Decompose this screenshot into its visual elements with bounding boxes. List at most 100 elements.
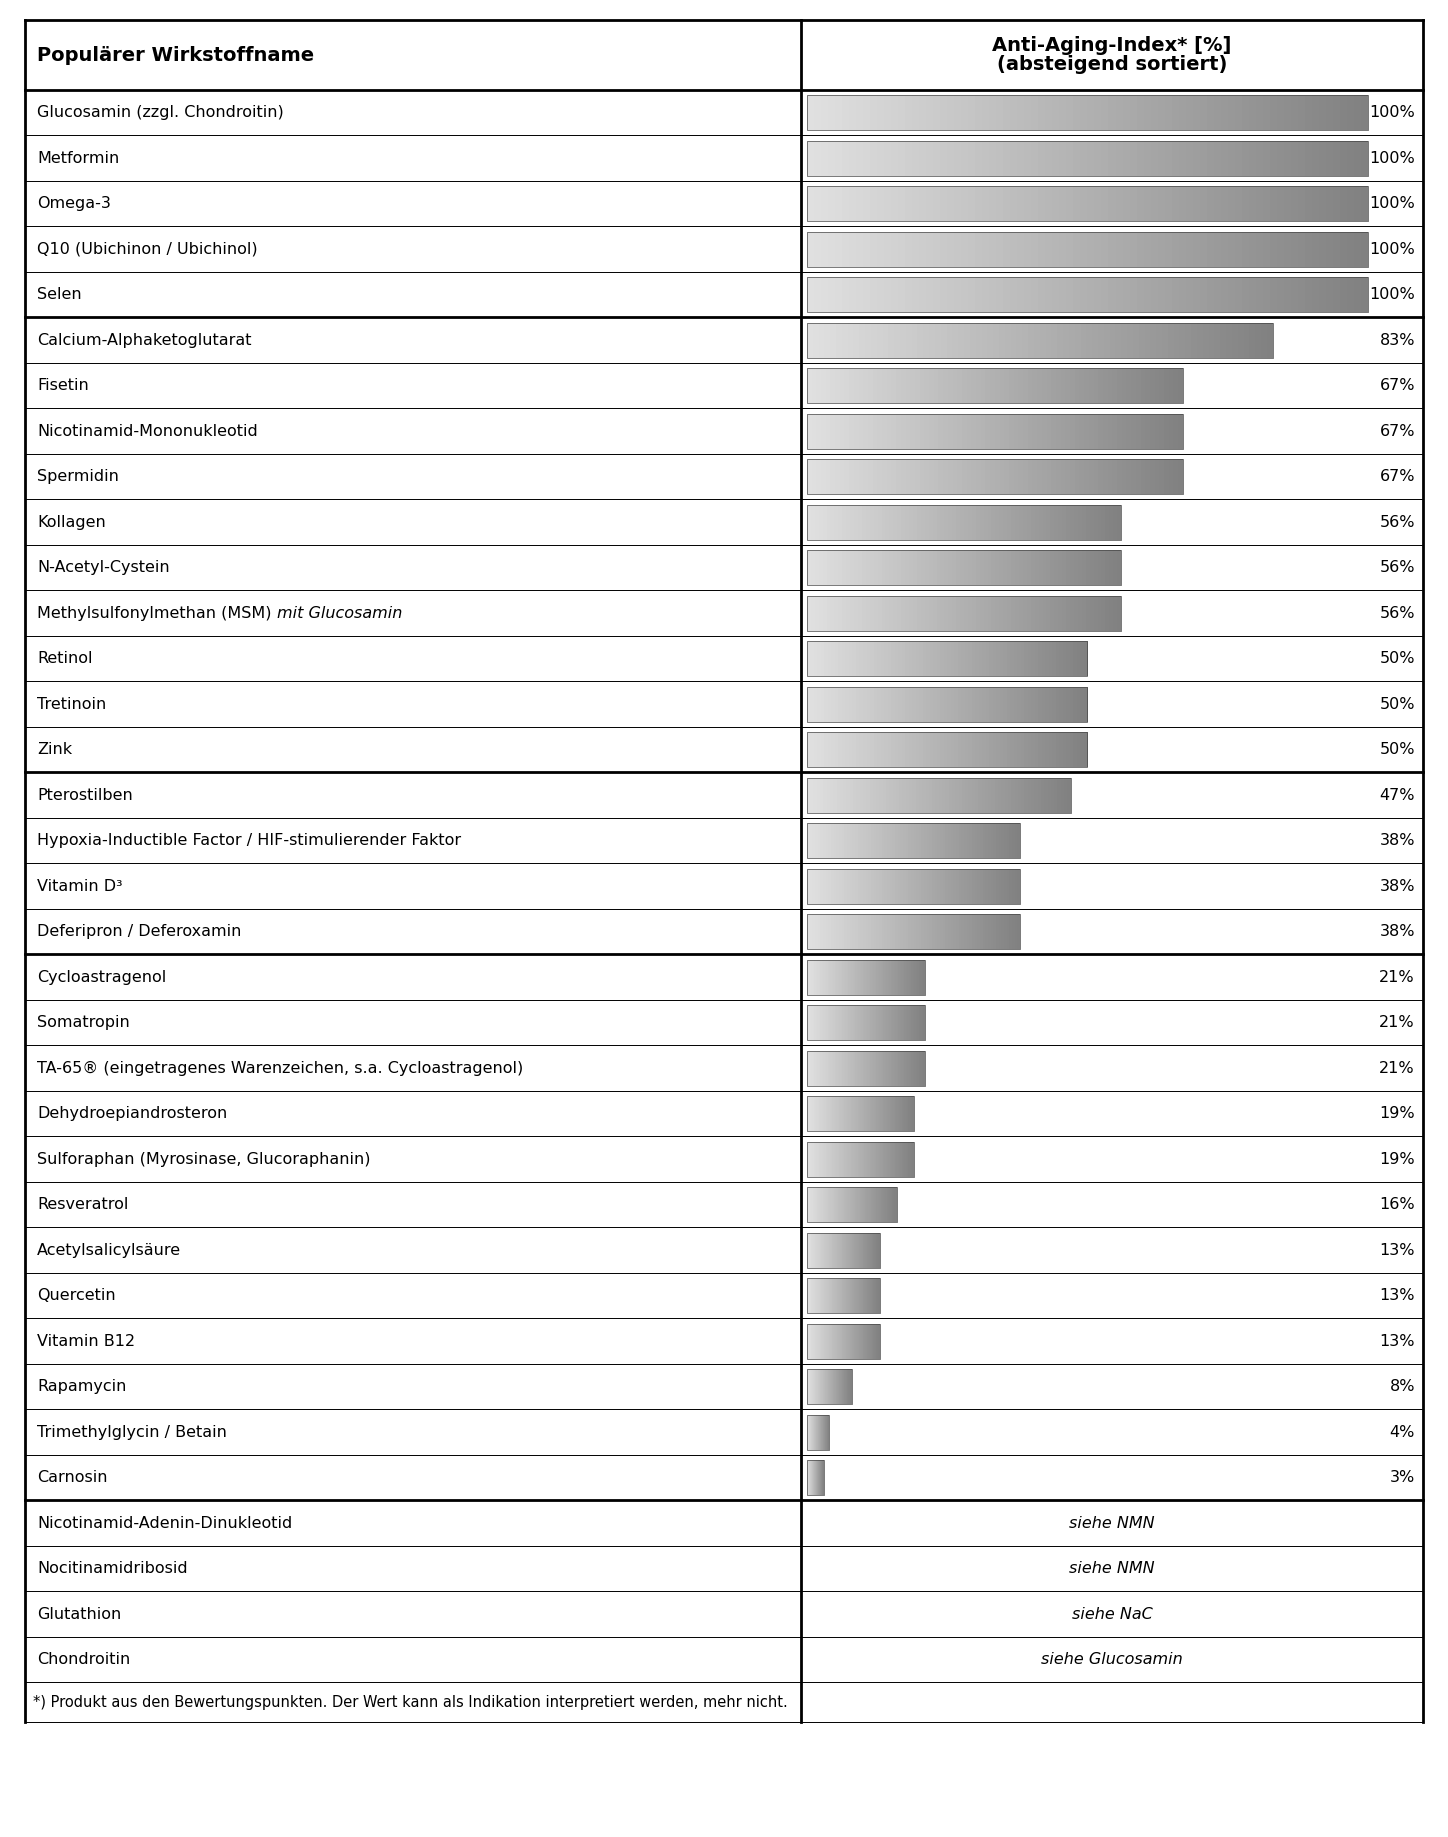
Bar [834, 595, 838, 630]
Bar [948, 551, 953, 584]
Bar [880, 961, 882, 994]
Bar [869, 915, 870, 950]
Text: Glucosamin (zzgl. Chondroitin): Glucosamin (zzgl. Chondroitin) [38, 105, 284, 119]
Bar [1003, 187, 1011, 220]
Bar [827, 595, 831, 630]
Bar [1129, 231, 1137, 266]
Bar [870, 141, 877, 176]
Bar [1221, 277, 1228, 312]
Bar [919, 869, 921, 904]
Bar [969, 187, 976, 220]
Bar [1115, 141, 1122, 176]
Bar [898, 277, 905, 312]
Bar [1028, 687, 1031, 722]
Bar [912, 505, 917, 540]
Bar [1109, 595, 1114, 630]
Bar [807, 231, 814, 266]
Bar [917, 869, 919, 904]
Bar [1066, 187, 1073, 220]
Bar [1038, 551, 1043, 584]
Bar [846, 733, 849, 768]
Bar [901, 505, 905, 540]
Bar [1045, 141, 1053, 176]
Bar [824, 323, 830, 358]
Bar [948, 413, 953, 448]
Bar [967, 551, 972, 584]
Bar [864, 961, 866, 994]
Bar [1087, 231, 1095, 266]
Bar [811, 413, 817, 448]
Bar [964, 823, 967, 858]
Bar [947, 231, 954, 266]
Bar [967, 595, 972, 630]
Bar [1019, 551, 1024, 584]
Bar [1235, 187, 1242, 220]
Bar [1003, 141, 1011, 176]
Bar [996, 823, 999, 858]
Bar [1066, 595, 1070, 630]
Bar [1050, 505, 1054, 540]
Bar [976, 323, 982, 358]
Bar [995, 777, 998, 812]
Bar [807, 277, 814, 312]
Bar [825, 459, 831, 494]
Bar [811, 369, 817, 402]
Bar [869, 777, 873, 812]
Bar [818, 595, 822, 630]
Text: 8%: 8% [1390, 1380, 1415, 1394]
Bar [898, 141, 905, 176]
Bar [1080, 277, 1087, 312]
Bar [843, 777, 847, 812]
Bar [1022, 323, 1028, 358]
Bar [840, 369, 844, 402]
Bar [1270, 277, 1277, 312]
Bar [933, 641, 937, 676]
Bar [898, 869, 901, 904]
Bar [849, 369, 854, 402]
Bar [924, 961, 925, 994]
Bar [889, 823, 892, 858]
Bar [983, 869, 986, 904]
Bar [892, 869, 895, 904]
Bar [1179, 459, 1183, 494]
Bar [828, 277, 835, 312]
Bar [886, 915, 889, 950]
Bar [1270, 141, 1277, 176]
Bar [972, 459, 976, 494]
Bar [905, 869, 908, 904]
Bar [947, 96, 954, 130]
Bar [850, 505, 854, 540]
Bar [856, 141, 863, 176]
Bar [1312, 277, 1319, 312]
Bar [886, 369, 892, 402]
Bar [870, 277, 877, 312]
Bar [863, 733, 866, 768]
Text: Nicotinamid-Mononukleotid: Nicotinamid-Mononukleotid [38, 424, 258, 439]
Bar [1122, 277, 1129, 312]
Bar [1053, 187, 1060, 220]
Bar [820, 777, 824, 812]
Bar [1038, 641, 1043, 676]
Bar [1060, 733, 1063, 768]
Bar [1047, 505, 1050, 540]
Bar [807, 687, 811, 722]
Bar [834, 551, 838, 584]
Bar [947, 733, 951, 768]
Bar [835, 733, 838, 768]
Bar [954, 96, 961, 130]
Bar [935, 323, 941, 358]
Bar [850, 823, 853, 858]
Bar [911, 413, 915, 448]
Bar [925, 595, 928, 630]
Bar [853, 823, 854, 858]
Bar [930, 323, 935, 358]
Bar [986, 459, 990, 494]
Bar [909, 595, 914, 630]
Bar [873, 595, 877, 630]
Bar [843, 505, 846, 540]
Bar [1284, 277, 1292, 312]
Text: 19%: 19% [1380, 1152, 1415, 1166]
Bar [909, 777, 912, 812]
Bar [1150, 459, 1154, 494]
Bar [1014, 459, 1018, 494]
